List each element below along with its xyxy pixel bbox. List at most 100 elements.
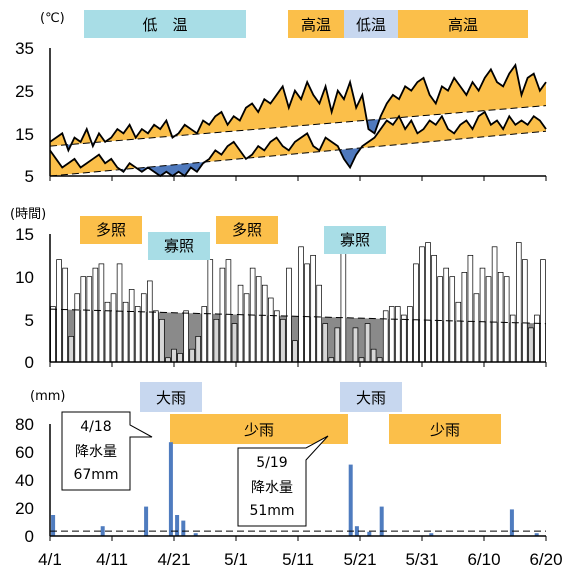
sun-bar-3	[68, 336, 74, 363]
callout-4-18-date: 4/18	[80, 419, 111, 435]
precip-bar-day-21	[181, 520, 186, 536]
label-much-sun-2	[216, 216, 278, 244]
label-high-temp-1-text: 高温	[301, 16, 331, 34]
temp-unit: (℃)	[40, 11, 65, 26]
temp-tick-35: 35	[15, 39, 34, 58]
temperature-panel: 低 温 高温 低温 高温 (℃) 35 25 15 5	[15, 10, 547, 186]
callout-4-18-name: 降水量	[75, 444, 117, 460]
sunshine-panel: (時間) 多照 寡照 多照 寡照 15 10 5 0	[10, 207, 547, 372]
sun-bar-28	[219, 267, 226, 363]
label-high-temp-1	[288, 10, 344, 38]
sun-bar-58	[401, 314, 407, 363]
sun-bar-48	[340, 250, 347, 363]
label-high-temp-2-text: 高温	[448, 16, 478, 34]
sun-bar-45	[322, 323, 328, 363]
label-little-sun-2-text: 寡照	[340, 231, 370, 249]
label-low-temp-2	[344, 10, 398, 38]
label-little-sun-2	[324, 226, 386, 254]
sun-bar-67	[455, 301, 462, 363]
precip-panel: (mm) 大雨 少雨 大雨 少雨 4/18 降水量 67mm 5/19 降水量 …	[15, 382, 546, 546]
sun-unit: (時間)	[10, 207, 46, 222]
precip-tick-20: 20	[15, 499, 34, 518]
temp-tick-15: 15	[15, 125, 34, 144]
sun-bar-61	[419, 246, 425, 363]
sun-bar-32	[243, 293, 250, 363]
temp-normal-lines	[49, 105, 547, 177]
sun-bar-22	[183, 310, 189, 363]
sun-bar-25	[201, 306, 208, 363]
sun-normal-dash	[49, 308, 547, 325]
x-tick-4-21: 4/21	[157, 550, 190, 569]
x-tick-5-21: 5/21	[343, 550, 376, 569]
callout-5-19-name: 降水量	[251, 480, 293, 496]
sun-bar-79	[528, 327, 534, 363]
sun-bar-26	[207, 259, 214, 363]
sun-bar-76	[509, 314, 516, 363]
sun-bar-52	[364, 323, 371, 363]
sun-tick-15: 15	[15, 225, 34, 244]
x-tick-4-1: 4/1	[38, 550, 62, 569]
label-much-sun-2-text: 多照	[232, 221, 262, 239]
temp-tick-5: 5	[25, 167, 34, 186]
sun-bar-27	[213, 318, 220, 363]
sun-bar-71	[479, 267, 486, 363]
sun-bar-41	[298, 246, 304, 363]
label-low-temp-2-text: 低温	[356, 16, 386, 34]
label-little-rain-1-text: 少雨	[244, 421, 274, 439]
sun-bar-31	[237, 284, 244, 363]
precip-bars	[51, 442, 539, 536]
sun-bar-65	[443, 267, 449, 363]
sun-bar-64	[437, 276, 443, 363]
sun-bar-18	[159, 318, 165, 363]
sun-tick-10: 10	[15, 268, 34, 287]
sun-bar-44	[316, 284, 322, 363]
sun-bar-39	[286, 267, 292, 363]
sun-tick-5: 5	[25, 311, 34, 330]
sun-bar-37	[274, 310, 280, 363]
sun-bar-8	[98, 263, 105, 363]
precip-bar-day-15	[144, 506, 149, 536]
label-much-sun-1	[80, 216, 142, 244]
callout-5-19	[237, 435, 329, 527]
precip-bar-day-48	[348, 464, 353, 536]
label-much-sun-1-text: 多照	[96, 221, 126, 239]
label-heavy-rain-1-text: 大雨	[156, 389, 186, 407]
precip-bar-day-20	[175, 515, 180, 536]
precip-bar-day-74	[509, 509, 514, 536]
sun-bar-74	[497, 272, 504, 363]
sun-bar-68	[461, 272, 468, 363]
sun-bar-47	[334, 327, 341, 363]
sun-bar-38	[280, 318, 286, 363]
sun-bar-69	[467, 254, 474, 363]
sun-bar-2	[62, 267, 68, 363]
sun-bar-75	[503, 276, 510, 363]
precip-tick-0: 0	[25, 527, 34, 546]
sun-bar-56	[388, 306, 395, 363]
precip-tick-60: 60	[15, 443, 34, 462]
label-high-temp-2	[398, 10, 528, 38]
warm-anomaly-low	[50, 112, 546, 176]
sun-bar-70	[473, 293, 480, 363]
sun-bar-13	[128, 289, 135, 363]
sun-bar-29	[225, 259, 232, 363]
sun-bar-81	[540, 259, 546, 363]
precip-bar-day-53	[379, 506, 384, 536]
x-tick-6-10: 6/10	[467, 550, 500, 569]
precip-tick-80: 80	[15, 415, 34, 434]
x-tick-6-20: 6/20	[529, 550, 562, 569]
temp-anomaly-fill	[50, 65, 546, 176]
label-heavy-rain-1	[140, 382, 202, 412]
sun-bar-6	[86, 276, 93, 363]
sun-bars	[50, 242, 546, 363]
sun-bar-66	[449, 276, 456, 363]
sun-bar-73	[491, 246, 498, 363]
sun-bar-60	[413, 263, 419, 363]
label-low-temp-1	[84, 10, 246, 38]
sun-bar-77	[516, 242, 522, 363]
x-tick-5-31: 5/31	[405, 550, 438, 569]
sun-bar-40	[292, 340, 298, 363]
precip-bar-day-8	[100, 526, 105, 536]
precip-bar-day-61	[429, 533, 434, 536]
callout-4-18-value: 67mm	[73, 467, 118, 483]
